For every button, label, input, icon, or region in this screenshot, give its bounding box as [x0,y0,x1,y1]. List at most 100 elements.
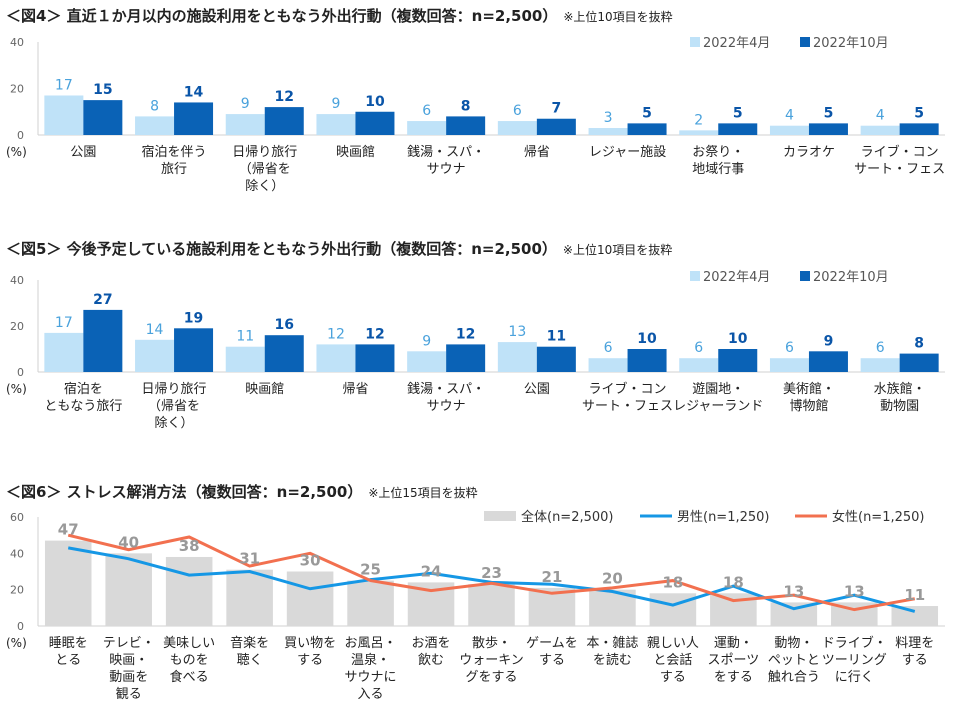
data-label: 12 [456,326,475,342]
category-label: 美術館・ [783,382,835,397]
data-label: 6 [876,340,885,356]
category-label: ライブ・コン [589,381,667,397]
bar-total [226,569,273,626]
category-label: お風呂・ [345,636,397,651]
category-label: 睡眠を [49,636,88,651]
data-label: 19 [184,310,203,326]
category-label: 博物館 [789,399,828,414]
category-label: スポーツ [707,653,759,668]
data-label: 8 [150,98,159,114]
y-tick-label: 0 [17,620,24,633]
category-label: カラオケ [783,145,835,160]
y-tick-label: 60 [10,511,24,524]
data-label: 4 [785,108,794,124]
data-label: 31 [239,550,260,568]
category-label: （帰省を [148,398,200,414]
category-label: に行く [835,670,874,685]
bar-apr [44,95,84,135]
bar-oct [355,344,395,372]
y-unit-label: (%) [6,145,27,159]
data-label: 9 [331,96,340,112]
data-label: 5 [642,105,652,121]
category-label: （帰省を [239,161,291,177]
bar-oct [899,123,939,135]
data-label: 12 [365,326,384,342]
line-female [67,533,916,612]
y-tick-label: 40 [10,36,24,49]
bar-apr [225,114,265,135]
data-label: 2 [694,112,703,128]
data-label: 13 [508,324,526,340]
bar-total [165,556,213,626]
bar-apr [44,332,84,372]
data-label: 27 [93,292,112,308]
bar-apr [588,128,628,135]
category-label: 公園 [524,382,550,397]
legend-swatch [484,511,516,521]
category-label: 映画・ [109,653,148,668]
category-label: ペットと [768,653,820,668]
category-label: を読む [593,652,632,668]
y-tick-label: 20 [10,320,24,333]
data-label: 5 [824,105,834,121]
data-label: 17 [55,77,73,93]
bar-oct [808,123,848,135]
category-label: 親しい人 [647,636,699,651]
bar-oct [355,111,395,135]
category-label: 遊園地・ [692,382,744,397]
bar-apr [497,121,537,135]
data-label: 38 [179,537,200,555]
bar-apr [135,116,175,135]
bar-oct [264,107,304,135]
category-label: する [539,653,565,668]
legend-label: 男性(n=1,250) [677,510,770,525]
category-label: 公園 [70,145,96,160]
bar-total [649,593,697,626]
category-label: する [660,670,686,685]
category-label: 水族館・ [874,381,926,397]
data-label: 6 [785,340,794,356]
bar-oct [446,116,486,135]
category-label: 動画を [109,670,148,685]
category-label: サート・フェス [854,162,945,177]
category-label: お祭り・ [692,145,744,160]
bar-oct [536,346,576,372]
bar-apr [769,125,809,135]
category-label: ツーリング [822,653,887,668]
data-label: 7 [551,101,561,117]
bar-apr [679,358,719,372]
category-label: 帰省 [342,381,368,397]
category-label: 銭湯・スパ・ [407,382,485,397]
category-label: する [902,653,928,668]
category-label: 動物園 [880,399,919,414]
bar-apr [135,339,175,372]
bar-oct [83,309,123,372]
category-label: 散歩・ [472,636,511,651]
bar-total [105,553,152,626]
y-unit-label: (%) [6,636,27,650]
data-label: 11 [236,329,254,345]
bar-oct [808,351,848,372]
bar-total [770,602,818,626]
category-label: ライブ・コン [861,144,939,160]
category-label: する [297,653,323,668]
data-label: 8 [914,336,924,352]
chart5-note: ※上位10項目を抜粋 [562,243,673,257]
y-tick-label: 20 [10,584,24,597]
category-label: お酒を [412,636,451,651]
bar-oct [264,335,304,372]
data-label: 4 [876,108,885,124]
data-label: 10 [637,331,657,347]
data-label: 10 [728,331,748,347]
category-label: レジャー施設 [589,144,666,160]
bar-total [286,571,334,626]
bar-apr [588,358,628,372]
bar-oct [536,118,576,135]
chart4-title: ＜図4＞ 直近１か月以内の施設利用をともなう外出行動（複数回答：n=2,500）… [6,5,673,26]
y-unit-label: (%) [6,382,27,396]
category-label: とる [55,653,81,668]
data-label: 6 [513,103,522,119]
bar-oct [627,123,667,135]
category-label: ドライブ・ [822,635,887,651]
